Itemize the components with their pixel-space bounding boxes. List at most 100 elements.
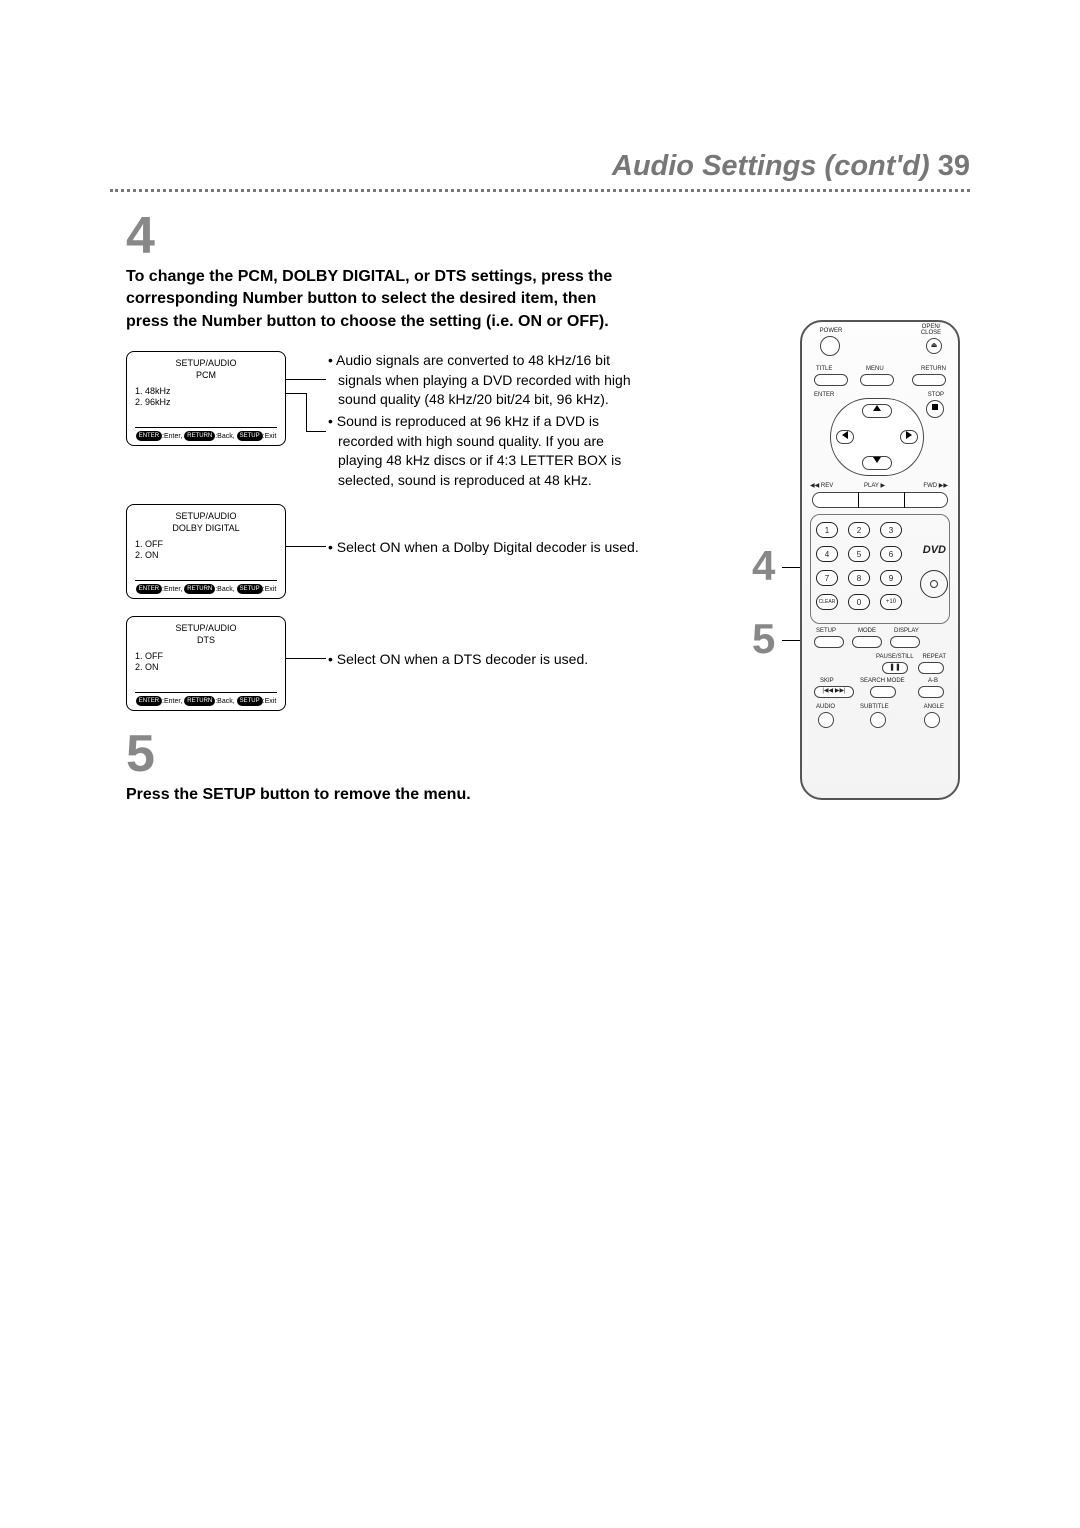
- osd-footer: ENTER:Enter, RETURN:Back, SETUP:Exit: [135, 692, 277, 706]
- angle-button[interactable]: [924, 712, 940, 728]
- label-audio: AUDIO: [816, 704, 835, 710]
- skip-button[interactable]: |◀◀ ▶▶|: [814, 686, 854, 698]
- power-button[interactable]: [820, 336, 840, 356]
- remote-illustration-wrap: 4 5 POWER OPEN/ CLOSE ⏏ TITLE MENU RETUR…: [800, 320, 970, 800]
- dpad-down[interactable]: [862, 456, 892, 470]
- pill-setup: SETUP: [237, 431, 263, 441]
- connector-line: [286, 393, 306, 394]
- key-plus10[interactable]: +10: [880, 594, 902, 610]
- step-4-number: 4: [126, 210, 970, 262]
- panel-desc: • Select ON when a DTS decoder is used.: [328, 616, 588, 672]
- label-enter: ENTER: [814, 392, 834, 398]
- key-7[interactable]: 7: [816, 570, 838, 586]
- step-5-instruction: Press the SETUP button to remove the men…: [126, 784, 626, 806]
- mode-button[interactable]: [852, 636, 882, 648]
- keypad: 1 2 3 4 5 6 7 8 9 CLEAR 0 +10: [816, 522, 916, 618]
- label-fwd: FWD ▶▶: [923, 482, 948, 489]
- page-number: 39: [938, 150, 970, 182]
- stop-icon: [932, 404, 938, 410]
- osd-footer: ENTER:Enter, RETURN:Back, SETUP:Exit: [135, 427, 277, 441]
- desc-line: • Select ON when a Dolby Digital decoder…: [328, 538, 639, 558]
- ab-button[interactable]: [918, 686, 944, 698]
- osd-option: 2. 96kHz: [135, 397, 277, 409]
- label-title: TITLE: [816, 366, 832, 372]
- label-search: SEARCH MODE: [860, 678, 905, 684]
- key-6[interactable]: 6: [880, 546, 902, 562]
- pause-button[interactable]: ❚❚: [882, 662, 908, 674]
- label-display: DISPLAY: [894, 628, 919, 634]
- connector-line: [306, 393, 307, 431]
- osd-dts: SETUP/AUDIO DTS 1. OFF 2. ON ENTER:Enter…: [126, 616, 286, 711]
- dpad-right[interactable]: [900, 430, 918, 444]
- connector-line: [306, 431, 326, 432]
- key-3[interactable]: 3: [880, 522, 902, 538]
- label-ab: A-B: [928, 678, 938, 684]
- connector-line: [286, 379, 326, 380]
- repeat-button[interactable]: [918, 662, 944, 674]
- pill-enter: ENTER: [136, 431, 162, 441]
- key-5[interactable]: 5: [848, 546, 870, 562]
- disc-icon: [920, 570, 948, 598]
- key-2[interactable]: 2: [848, 522, 870, 538]
- key-8[interactable]: 8: [848, 570, 870, 586]
- label-pause: PAUSE/STILL: [876, 654, 914, 660]
- label-rev: ◀◀ REV: [810, 482, 833, 489]
- label-stop: STOP: [928, 392, 944, 398]
- label-power: POWER: [816, 328, 846, 334]
- step-4-instruction: To change the PCM, DOLBY DIGITAL, or DTS…: [126, 266, 626, 333]
- dpad-left[interactable]: [836, 430, 854, 444]
- key-9[interactable]: 9: [880, 570, 902, 586]
- setup-button[interactable]: [814, 636, 844, 648]
- label-play: PLAY ▶: [864, 482, 885, 489]
- pill-return: RETURN: [184, 431, 215, 441]
- audio-button[interactable]: [818, 712, 834, 728]
- return-button[interactable]: [912, 374, 946, 386]
- osd-footer: ENTER:Enter, RETURN:Back, SETUP:Exit: [135, 580, 277, 594]
- desc-line: • Audio signals are converted to 48 kHz/…: [328, 351, 648, 410]
- callout-4: 4: [752, 545, 775, 587]
- up-icon: [873, 405, 881, 411]
- label-subtitle: SUBTITLE: [860, 704, 889, 710]
- label-menu: MENU: [866, 366, 884, 372]
- search-mode-button[interactable]: [870, 686, 896, 698]
- osd-option: 1. 48kHz: [135, 386, 277, 398]
- panel-desc: • Audio signals are converted to 48 kHz/…: [328, 351, 648, 492]
- osd-pcm: SETUP/AUDIO PCM 1. 48kHz 2. 96kHz ENTER:…: [126, 351, 286, 446]
- dvd-logo: DVD: [923, 544, 946, 556]
- osd-title: SETUP/AUDIO: [135, 358, 277, 370]
- osd-subtitle: PCM: [135, 370, 277, 382]
- connector-line: [286, 658, 326, 659]
- manual-page: Audio Settings (cont'd) 39 4 To change t…: [110, 150, 970, 825]
- desc-line: • Select ON when a DTS decoder is used.: [328, 650, 588, 670]
- right-icon: [906, 431, 912, 439]
- key-clear[interactable]: CLEAR: [816, 594, 838, 610]
- label-skip: SKIP: [820, 678, 834, 684]
- label-return: RETURN: [921, 366, 946, 372]
- key-4[interactable]: 4: [816, 546, 838, 562]
- menu-button[interactable]: [860, 374, 894, 386]
- down-icon: [873, 457, 881, 463]
- panel-desc: • Select ON when a Dolby Digital decoder…: [328, 504, 639, 560]
- remote-body: POWER OPEN/ CLOSE ⏏ TITLE MENU RETURN EN…: [800, 320, 960, 800]
- callout-5: 5: [752, 618, 775, 660]
- page-header: Audio Settings (cont'd) 39: [110, 150, 970, 183]
- key-0[interactable]: 0: [848, 594, 870, 610]
- header-title: Audio Settings (cont'd): [612, 150, 930, 182]
- label-angle: ANGLE: [924, 704, 944, 710]
- label-open-close: OPEN/ CLOSE: [916, 324, 946, 336]
- open-close-button[interactable]: ⏏: [926, 338, 942, 354]
- dpad-up[interactable]: [862, 404, 892, 418]
- left-icon: [842, 431, 848, 439]
- label-mode: MODE: [858, 628, 876, 634]
- transport-bar[interactable]: [812, 492, 948, 508]
- stop-button[interactable]: [926, 400, 944, 418]
- key-1[interactable]: 1: [816, 522, 838, 538]
- osd-dolby: SETUP/AUDIO DOLBY DIGITAL 1. OFF 2. ON E…: [126, 504, 286, 599]
- subtitle-button[interactable]: [870, 712, 886, 728]
- title-button[interactable]: [814, 374, 848, 386]
- desc-line: • Sound is reproduced at 96 kHz if a DVD…: [328, 412, 648, 490]
- connector-line: [286, 546, 326, 547]
- header-divider: [110, 189, 970, 192]
- display-button[interactable]: [890, 636, 920, 648]
- label-repeat: REPEAT: [922, 654, 946, 660]
